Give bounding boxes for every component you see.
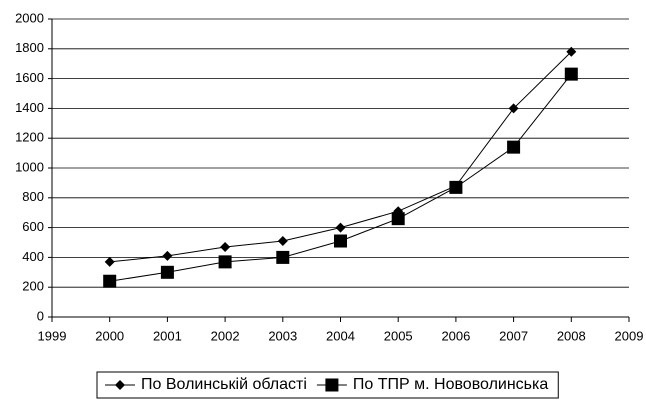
marker	[277, 236, 288, 247]
y-tick-label: 0	[37, 308, 44, 323]
y-tick-label: 1200	[15, 130, 44, 145]
x-tick-label: 2004	[326, 328, 355, 343]
y-tick-label: 1000	[15, 159, 44, 174]
marker	[220, 241, 231, 252]
legend-label: По ТПР м. Нововолинська	[353, 376, 548, 393]
x-tick-label: 1999	[38, 328, 67, 343]
marker	[334, 234, 347, 248]
y-tick-label: 1600	[15, 70, 44, 85]
x-tick-label: 2007	[499, 328, 528, 343]
y-tick-label: 600	[22, 219, 44, 234]
marker	[104, 256, 115, 267]
y-tick-label: 400	[22, 249, 44, 264]
x-tick-label: 2002	[211, 328, 240, 343]
x-tick-label: 2000	[95, 328, 124, 343]
x-tick-label: 2003	[268, 328, 297, 343]
marker	[564, 67, 578, 81]
marker	[160, 265, 174, 279]
y-tick-label: 800	[22, 189, 44, 204]
marker	[325, 378, 339, 392]
y-tick-label: 1800	[15, 40, 44, 55]
marker	[391, 212, 405, 226]
marker	[218, 255, 232, 269]
x-tick-label: 2005	[384, 328, 413, 343]
legend-box	[96, 371, 559, 399]
series-line	[109, 73, 572, 282]
x-tick-label: 2001	[153, 328, 182, 343]
marker	[507, 140, 521, 154]
marker	[566, 46, 577, 57]
marker	[508, 103, 519, 114]
marker	[115, 380, 125, 390]
y-tick-label: 1400	[15, 100, 44, 115]
legend: По Волинській області По ТПР м. Нововолин…	[96, 371, 559, 399]
legend-label: По Волинській області	[141, 376, 307, 393]
marker	[276, 250, 290, 264]
marker	[449, 180, 463, 194]
y-tick-label: 200	[22, 279, 44, 294]
y-tick-label: 2000	[15, 10, 44, 25]
x-tick-label: 2006	[441, 328, 470, 343]
x-tick-label: 2008	[557, 328, 586, 343]
marker	[103, 274, 117, 288]
marker	[162, 250, 173, 261]
x-tick-label: 2009	[615, 328, 644, 343]
marker	[335, 222, 346, 233]
